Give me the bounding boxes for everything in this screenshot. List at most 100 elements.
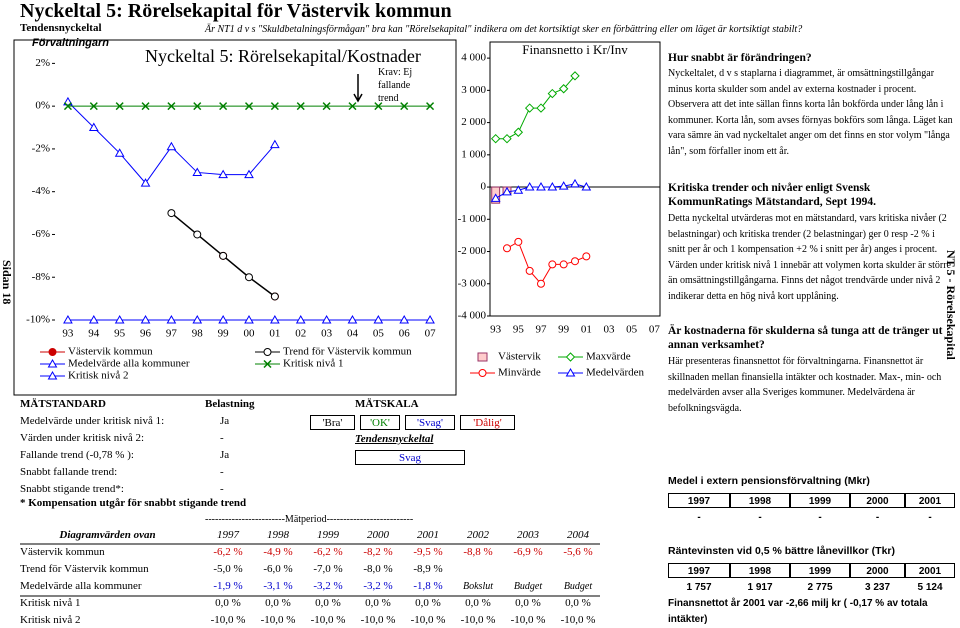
point <box>270 102 279 111</box>
measure-heading: MÄTSTANDARD <box>20 398 106 410</box>
point <box>114 148 125 157</box>
info-title: Kritiska trender och nivåer enligt Svens… <box>668 182 876 208</box>
scale-heading: MÄTSKALA <box>355 398 419 410</box>
point <box>140 314 151 324</box>
table-cell: Kritisk nivå 2 <box>20 614 81 626</box>
table-cell: Västervik kommun <box>20 546 105 558</box>
y-tick-label: 3 000 <box>461 84 486 96</box>
table-header: Diagramvärden ovan <box>59 529 156 541</box>
table-cell: - <box>697 512 701 523</box>
measure-value: Ja <box>220 415 230 427</box>
measure-label: Fallande trend (-0,78 % ): <box>20 449 134 461</box>
y-tick-label: -3 000 <box>458 277 487 289</box>
table-cell: 2 775 <box>807 582 833 593</box>
table-cell: 0,0 % <box>315 597 341 609</box>
scale-item: 'OK' <box>360 415 400 430</box>
point <box>88 314 99 324</box>
x-tick-label: 05 <box>373 328 385 340</box>
legend-marker <box>478 369 487 377</box>
point <box>270 139 280 149</box>
legend-swatch <box>477 352 488 362</box>
info-body: Detta nyckeltal utvärderas mot en mätsta… <box>668 213 951 302</box>
point <box>114 314 125 324</box>
table-cell: -6,2 % <box>313 546 343 558</box>
point <box>218 314 228 324</box>
scale-result: Svag <box>355 450 465 465</box>
scale-category: Tendensnyckeltal <box>355 433 434 445</box>
x-tick-label: 97 <box>536 324 548 336</box>
point <box>490 193 501 202</box>
y-tick-label: 0 <box>481 181 487 193</box>
table-cell: -10,0 % <box>510 614 546 626</box>
table-header: 2002 <box>467 529 489 541</box>
x-tick-label: 01 <box>581 324 592 336</box>
load-heading: Belastning <box>205 398 255 410</box>
table-header: 1998 <box>730 563 790 578</box>
x-tick-label: 94 <box>88 328 100 340</box>
table-cell: -6,2 % <box>213 546 243 558</box>
table-header: 2003 <box>517 529 539 541</box>
table-header: 2001 <box>905 563 955 578</box>
table-header: 1998 <box>267 529 289 541</box>
question: Är NT1 d v s "Skuldbetalningsförmågan" b… <box>205 24 803 35</box>
table-cell: Bokslut <box>463 581 493 592</box>
point <box>166 141 177 151</box>
table-header: 2001 <box>905 493 955 508</box>
table-cell: 0,0 % <box>415 597 441 609</box>
point <box>63 314 73 324</box>
chart-title: Nyckeltal 5: Rörelsekapital/Kostnader <box>145 46 421 66</box>
table-cell: Trend för Västervik kommun <box>20 563 149 575</box>
measure-label: Värden under kritisk nivå 2: <box>20 432 145 444</box>
table-cell: -10,0 % <box>410 614 446 626</box>
period: ------------------------Mätperiod-------… <box>205 514 414 525</box>
point <box>141 102 150 111</box>
table-header: 2000 <box>367 529 389 541</box>
table-header: 1997 <box>668 563 730 578</box>
legend-label: Västervik <box>498 351 541 363</box>
table-cell: Kritisk nivå 1 <box>20 597 81 609</box>
table-cell: 0,0 % <box>365 597 391 609</box>
x-tick-label: 95 <box>114 328 126 340</box>
table-cell: -3,2 % <box>313 580 343 592</box>
table-cell: -9,5 % <box>413 546 443 558</box>
x-tick-label: 99 <box>558 324 570 336</box>
info-title: Är kostnaderna för skulderna så tunga at… <box>668 325 943 351</box>
legend-marker <box>263 348 272 356</box>
point <box>558 181 569 190</box>
legend-label: Medelvärde alla kommuner <box>68 358 190 370</box>
table-header: 1997 <box>217 529 239 541</box>
point <box>167 209 176 218</box>
legend-marker <box>47 358 58 368</box>
table-cell: -8,2 % <box>363 546 393 558</box>
chart-title: Finansnetto i Kr/Inv <box>522 42 628 57</box>
table-header: 2000 <box>850 563 905 578</box>
y-tick-label: 2% <box>35 57 50 69</box>
point <box>321 314 332 324</box>
point <box>245 273 253 282</box>
table-title: Medel i extern pensionsförvaltning (Mkr) <box>668 475 870 487</box>
x-tick-label: 96 <box>140 328 152 340</box>
table-header: 1999 <box>790 493 850 508</box>
point <box>525 266 534 275</box>
y-tick-label: -4 000 <box>458 310 487 322</box>
point <box>348 102 357 111</box>
point <box>502 133 512 144</box>
x-tick-label: 06 <box>399 328 411 340</box>
point <box>426 102 435 111</box>
point <box>503 244 511 253</box>
table-cell: -5,0 % <box>213 563 243 575</box>
table-cell: -5,6 % <box>563 546 593 558</box>
point <box>547 182 558 191</box>
x-tick-label: 04 <box>347 328 359 340</box>
point <box>88 122 99 132</box>
legend-label: Trend för Västervik kommun <box>283 346 412 358</box>
y-tick-label: -6% <box>32 228 50 240</box>
table-header: 2000 <box>850 493 905 508</box>
y-tick-label: -10% <box>26 314 50 326</box>
x-tick-label: 97 <box>166 328 178 340</box>
y-tick-label: -8% <box>32 271 50 283</box>
table-cell: 1 917 <box>747 582 773 593</box>
x-tick-label: 98 <box>192 328 204 340</box>
table-header: 2004 <box>567 529 589 541</box>
